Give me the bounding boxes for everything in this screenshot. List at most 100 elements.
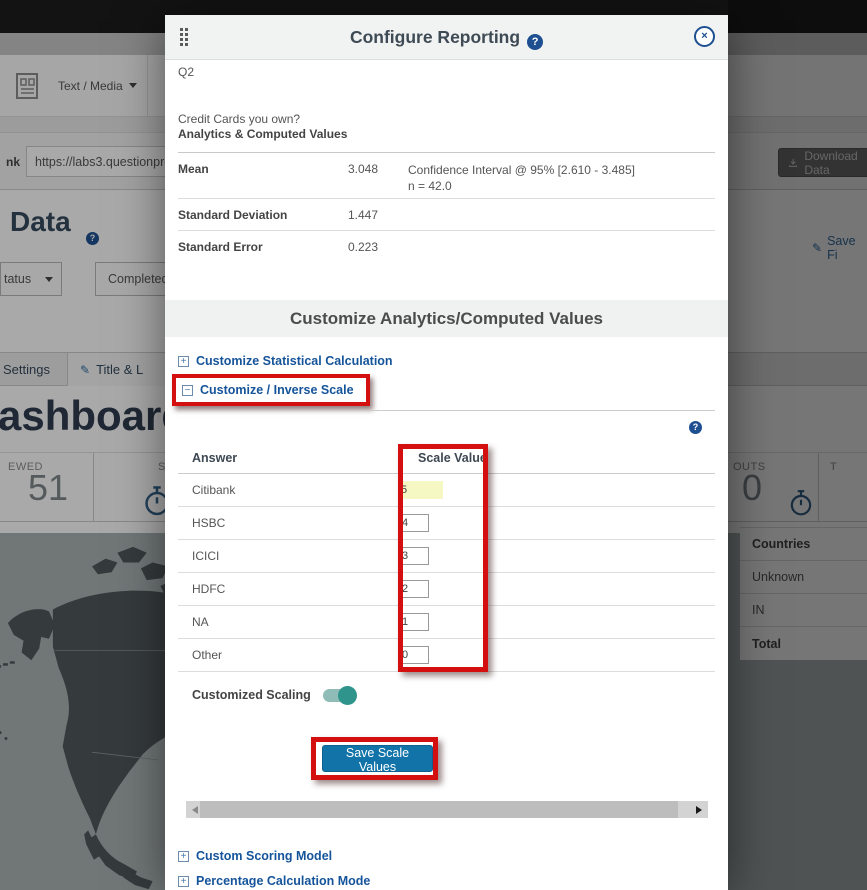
analytics-stats-table: Mean 3.048 Confidence Interval @ 95% [2.… bbox=[178, 152, 715, 263]
custom-scoring-model-link[interactable]: + Custom Scoring Model bbox=[178, 849, 332, 863]
download-data-button[interactable]: Download Data bbox=[778, 148, 867, 177]
stat-value: 0.223 bbox=[348, 240, 379, 254]
customize-section-heading: Customize Analytics/Computed Values bbox=[165, 300, 728, 337]
stat-row-mean: Mean 3.048 Confidence Interval @ 95% [2.… bbox=[178, 153, 715, 199]
status-dropdown-label: tatus bbox=[4, 272, 32, 286]
scale-value-input[interactable] bbox=[398, 481, 443, 499]
scale-row-hsbc: HSBC bbox=[178, 507, 715, 540]
modal-title: Configure Reporting? bbox=[165, 27, 728, 50]
toggle-knob bbox=[337, 685, 357, 705]
stat-row-std-deviation: Standard Deviation 1.447 bbox=[178, 199, 715, 231]
text-media-label: Text / Media bbox=[58, 79, 123, 93]
pencil-icon: ✎ bbox=[80, 362, 91, 377]
customized-scaling-label: Customized Scaling bbox=[192, 688, 311, 702]
scroll-left-button[interactable] bbox=[186, 801, 200, 818]
scale-value-table: Answer Scale Value Citibank HSBC ICICI H… bbox=[178, 443, 715, 672]
scale-value-input[interactable] bbox=[398, 580, 429, 598]
horizontal-scrollbar[interactable] bbox=[186, 801, 708, 818]
country-row: IN bbox=[740, 594, 867, 627]
question-text: Credit Cards you own? bbox=[178, 112, 301, 126]
stats-divider bbox=[818, 453, 819, 521]
tab-settings[interactable]: Settings bbox=[0, 353, 68, 386]
scale-value-input[interactable] bbox=[398, 514, 429, 532]
answer-column-header: Answer bbox=[192, 451, 238, 465]
annotation-box-save-button: Save Scale Values bbox=[311, 737, 438, 780]
annotation-box-inverse-scale: − Customize / Inverse Scale bbox=[172, 374, 370, 406]
section-divider bbox=[178, 410, 715, 411]
country-row: Unknown bbox=[740, 561, 867, 594]
save-filter-link[interactable]: ✎ Save Fi bbox=[812, 234, 867, 262]
dashboard-heading: ashboard bbox=[0, 392, 188, 439]
time-stat-label: T bbox=[830, 461, 838, 473]
save-filter-label: Save Fi bbox=[827, 234, 856, 262]
arrow-left-icon bbox=[188, 805, 198, 814]
customized-scaling-toggle[interactable] bbox=[322, 685, 357, 705]
text-media-tool[interactable]: Text / Media bbox=[14, 71, 137, 101]
scale-value-column-header: Scale Value bbox=[418, 451, 487, 465]
analytics-heading: Analytics & Computed Values bbox=[178, 127, 348, 141]
save-scale-values-button[interactable]: Save Scale Values bbox=[322, 745, 433, 774]
tab-title-logo-label: Title & L bbox=[96, 362, 144, 377]
data-help-icon[interactable]: ? bbox=[86, 232, 99, 245]
expand-plus-icon: + bbox=[178, 355, 189, 367]
viewed-stat-label: EWED bbox=[8, 461, 43, 473]
scroll-right-button[interactable] bbox=[694, 801, 708, 818]
scale-row-icici: ICICI bbox=[178, 540, 715, 573]
customize-statistical-link[interactable]: + Customize Statistical Calculation bbox=[178, 354, 393, 368]
world-map-svg bbox=[0, 546, 190, 890]
news-media-icon bbox=[16, 73, 38, 99]
viewed-stat-value: 51 bbox=[28, 467, 69, 508]
modal-header: Configure Reporting? × bbox=[165, 15, 728, 60]
toolbar-divider bbox=[147, 55, 148, 116]
download-icon bbox=[789, 158, 798, 167]
countries-card: Countries Unknown IN Total bbox=[740, 527, 867, 660]
dropouts-stat-value: 0 bbox=[742, 467, 763, 508]
configure-reporting-modal: Configure Reporting? × Q2 Credit Cards y… bbox=[165, 15, 728, 890]
customize-inverse-scale-link[interactable]: − Customize / Inverse Scale bbox=[182, 383, 354, 397]
link-label-fragment: nk bbox=[6, 155, 21, 169]
close-icon[interactable]: × bbox=[694, 26, 715, 47]
stat-value: 3.048 bbox=[348, 162, 379, 176]
stat-label: Standard Deviation bbox=[178, 208, 288, 222]
modal-help-icon[interactable]: ? bbox=[527, 34, 544, 50]
started-stat-label: S bbox=[158, 461, 166, 473]
scale-row-citibank: Citibank bbox=[178, 474, 715, 507]
collapse-minus-icon: − bbox=[182, 384, 193, 396]
question-code: Q2 bbox=[178, 65, 195, 79]
stopwatch-icon bbox=[790, 490, 812, 516]
scale-value-input[interactable] bbox=[398, 613, 429, 631]
stat-row-std-error: Standard Error 0.223 bbox=[178, 231, 715, 263]
percentage-calculation-mode-link[interactable]: + Percentage Calculation Mode bbox=[178, 874, 370, 888]
stat-detail: Confidence Interval @ 95% [2.610 - 3.485… bbox=[408, 163, 635, 193]
status-dropdown[interactable]: tatus bbox=[0, 262, 62, 296]
scale-row-na: NA bbox=[178, 606, 715, 639]
download-data-label: Download Data bbox=[804, 148, 858, 177]
scrollbar-thumb[interactable] bbox=[200, 801, 678, 818]
pencil-icon: ✎ bbox=[812, 241, 823, 255]
completed-dropdown-label: Completed bbox=[108, 272, 169, 286]
arrow-right-icon bbox=[696, 805, 706, 814]
countries-header: Countries bbox=[740, 528, 867, 561]
data-heading: Data bbox=[10, 206, 71, 237]
chevron-down-icon bbox=[128, 83, 137, 92]
drag-handle-icon[interactable] bbox=[180, 28, 188, 46]
scale-value-input[interactable] bbox=[398, 547, 429, 565]
customized-scaling-row: Customized Scaling bbox=[192, 685, 357, 705]
scale-value-input[interactable] bbox=[398, 646, 429, 664]
modal-shadow-region bbox=[728, 0, 867, 890]
stat-value: 1.447 bbox=[348, 208, 379, 222]
tab-settings-label: Settings bbox=[3, 362, 50, 377]
expand-plus-icon: + bbox=[178, 875, 189, 887]
stat-label: Standard Error bbox=[178, 240, 263, 254]
expand-plus-icon: + bbox=[178, 850, 189, 862]
scale-row-hdfc: HDFC bbox=[178, 573, 715, 606]
scale-row-other: Other bbox=[178, 639, 715, 672]
stats-divider bbox=[93, 453, 94, 521]
countries-total: Total bbox=[752, 636, 781, 651]
dropouts-stat-label: OUTS bbox=[733, 461, 766, 473]
scale-help-icon[interactable]: ? bbox=[689, 421, 702, 434]
scale-table-header: Answer Scale Value bbox=[178, 443, 715, 474]
chevron-down-icon bbox=[45, 276, 53, 286]
stat-label: Mean bbox=[178, 162, 209, 176]
